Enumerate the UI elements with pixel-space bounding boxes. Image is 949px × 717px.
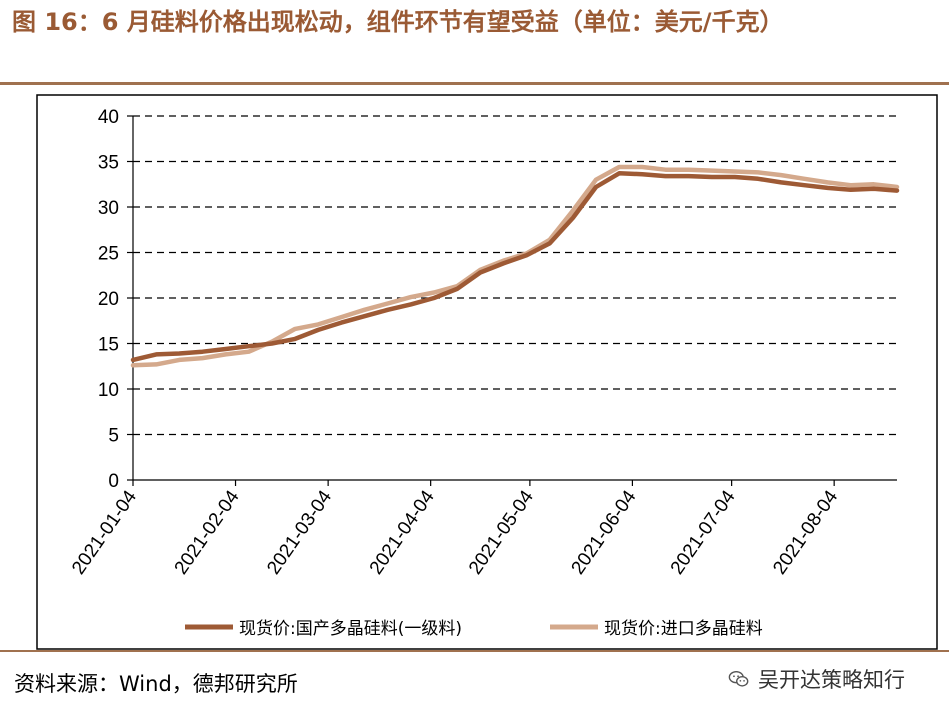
figure-title: 图 16：6 月硅料价格出现松动，组件环节有望受益（单位：美元/千克）: [12, 8, 784, 36]
plot-frame: [36, 94, 938, 650]
legend-label: 现货价:进口多晶硅料: [604, 619, 763, 639]
x-tick-label: 2021-08-04: [769, 486, 842, 578]
x-tick-label: 2021-01-04: [68, 486, 141, 578]
x-tick-label: 2021-05-04: [465, 486, 538, 578]
x-tick-label: 2021-07-04: [667, 486, 740, 578]
bottom-divider: [0, 650, 949, 652]
axes: [127, 115, 897, 486]
x-tick-label: 2021-06-04: [568, 486, 641, 578]
grid-lines: [133, 115, 897, 436]
y-tick-label: 10: [98, 380, 119, 401]
y-tick-label: 15: [98, 335, 119, 356]
series-line-1: [130, 171, 900, 363]
x-tick-label: 2021-03-04: [263, 486, 336, 578]
y-tick-label: 20: [98, 289, 119, 310]
watermark: 吴开达策略知行: [728, 664, 905, 694]
watermark-text: 吴开达策略知行: [758, 668, 905, 692]
x-tick-label: 2021-04-04: [366, 486, 439, 578]
x-tick-labels: 2021-01-04 2021-02-04 2021-03-04 2021-04-04…: [68, 486, 842, 578]
legend: 现货价:国产多晶硅料(一级料) 现货价:进口多晶硅料: [185, 619, 763, 639]
wechat-icon: [728, 670, 749, 687]
y-tick-label: 25: [98, 244, 119, 265]
y-tick-label: 5: [108, 426, 119, 447]
legend-label: 现货价:国产多晶硅料(一级料): [239, 619, 462, 639]
y-tick-label: 40: [98, 107, 119, 128]
x-tick-label: 2021-02-04: [171, 486, 244, 578]
y-tick-label: 35: [98, 153, 119, 174]
source-note: 资料来源：Wind，德邦研究所: [14, 672, 298, 696]
y-tick-label: 30: [98, 198, 119, 219]
series-lines: [130, 164, 900, 368]
y-tick-label: 0: [108, 471, 119, 492]
series-line-2: [130, 164, 900, 368]
y-tick-labels: 0 5 10 15 20 25 30 35 40: [98, 107, 119, 492]
top-divider: [0, 82, 949, 85]
